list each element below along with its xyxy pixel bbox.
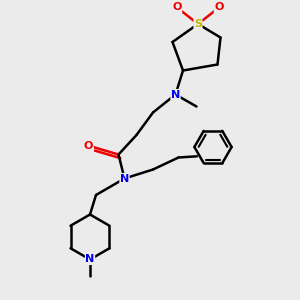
Text: O: O (172, 2, 182, 13)
Text: O: O (214, 2, 224, 13)
Text: N: N (120, 173, 129, 184)
Text: O: O (84, 140, 93, 151)
Text: N: N (85, 254, 94, 265)
Text: S: S (194, 19, 202, 29)
Text: N: N (171, 89, 180, 100)
